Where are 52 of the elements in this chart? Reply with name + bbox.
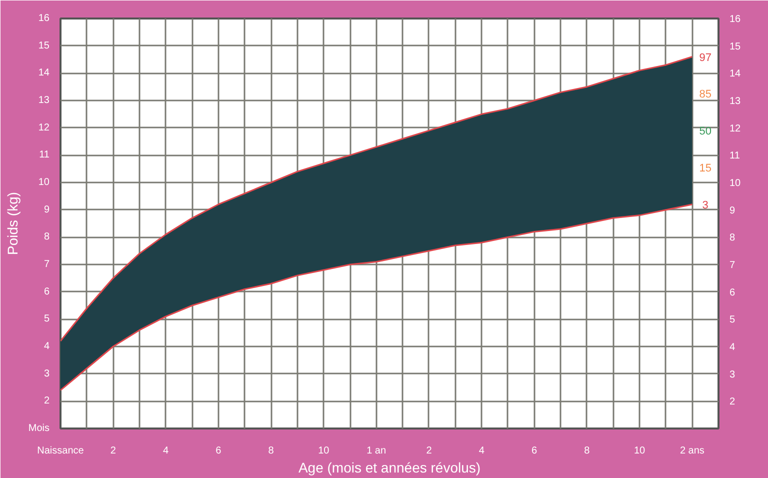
text: Mois — [28, 423, 50, 434]
y-tick-label: 8 — [44, 232, 50, 243]
y2-tick-label: 12 — [730, 123, 742, 134]
y-tick-label: 6 — [44, 286, 50, 298]
x-tick-label: 10 — [318, 446, 330, 456]
y-tick-label: 11 — [39, 150, 50, 161]
y2-tick-label: 16 — [730, 14, 742, 25]
y2-tick-label: 11 — [730, 150, 740, 162]
y2-tick-label: 9 — [730, 205, 736, 216]
y2-tick-label: 4 — [730, 342, 736, 353]
x-tick-label: 6 — [216, 446, 222, 456]
annotation: 50 — [699, 126, 712, 138]
y-tick-label: 13 — [38, 95, 50, 106]
y2-tick-label: 13 — [730, 96, 742, 107]
y-tick-label: 15 — [38, 40, 50, 52]
x-tick-label: Naissance — [37, 446, 84, 456]
y2-tick-label: 15 — [730, 41, 742, 52]
y-tick-label: 12 — [38, 122, 50, 134]
x-tick-label: 8 — [268, 446, 274, 456]
x-tick-label: 8 — [584, 446, 590, 456]
y-tick-label: 2 — [44, 396, 50, 407]
y2-tick-label: 3 — [730, 369, 736, 380]
x-tick-label: 2 — [426, 446, 432, 456]
x-axis-title: Age (mois et années révolus) — [298, 460, 481, 476]
y2-tick-label: 10 — [730, 178, 742, 189]
y2-tick-label: 6 — [730, 287, 736, 298]
y-tick-label: 3 — [44, 368, 50, 380]
x-tick-label: 2 — [110, 446, 116, 456]
x-tick-label: 10 — [634, 446, 646, 456]
y-tick-label: 14 — [38, 68, 50, 79]
x-tick-label: 4 — [163, 446, 169, 456]
y2-tick-label: 5 — [730, 314, 736, 326]
series-label: 3 — [702, 199, 708, 212]
y-tick-label: 16 — [38, 13, 50, 24]
x-tick-label: 4 — [478, 446, 485, 456]
annotation: 85 — [699, 88, 712, 101]
y-axis-title: Poids (kg) — [4, 192, 20, 256]
y2-tick-label: 8 — [730, 232, 736, 244]
x-tick-label: 6 — [531, 446, 538, 456]
y2-tick-label: 14 — [730, 68, 742, 80]
y-tick-label: 4 — [44, 341, 50, 352]
y-tick-label: 9 — [44, 204, 50, 216]
series-label: 97 — [699, 52, 712, 64]
y-tick-label: 10 — [38, 177, 50, 188]
annotation: 15 — [699, 162, 712, 174]
y2-tick-label: 2 — [730, 396, 736, 408]
y2-tick-label: 7 — [730, 260, 736, 271]
y-tick-label: 5 — [44, 314, 50, 325]
x-tick-label: 1 an — [366, 446, 386, 456]
y-tick-label: 7 — [44, 259, 50, 270]
x-tick-label: 2 ans — [680, 446, 704, 456]
line-series — [60, 204, 693, 391]
